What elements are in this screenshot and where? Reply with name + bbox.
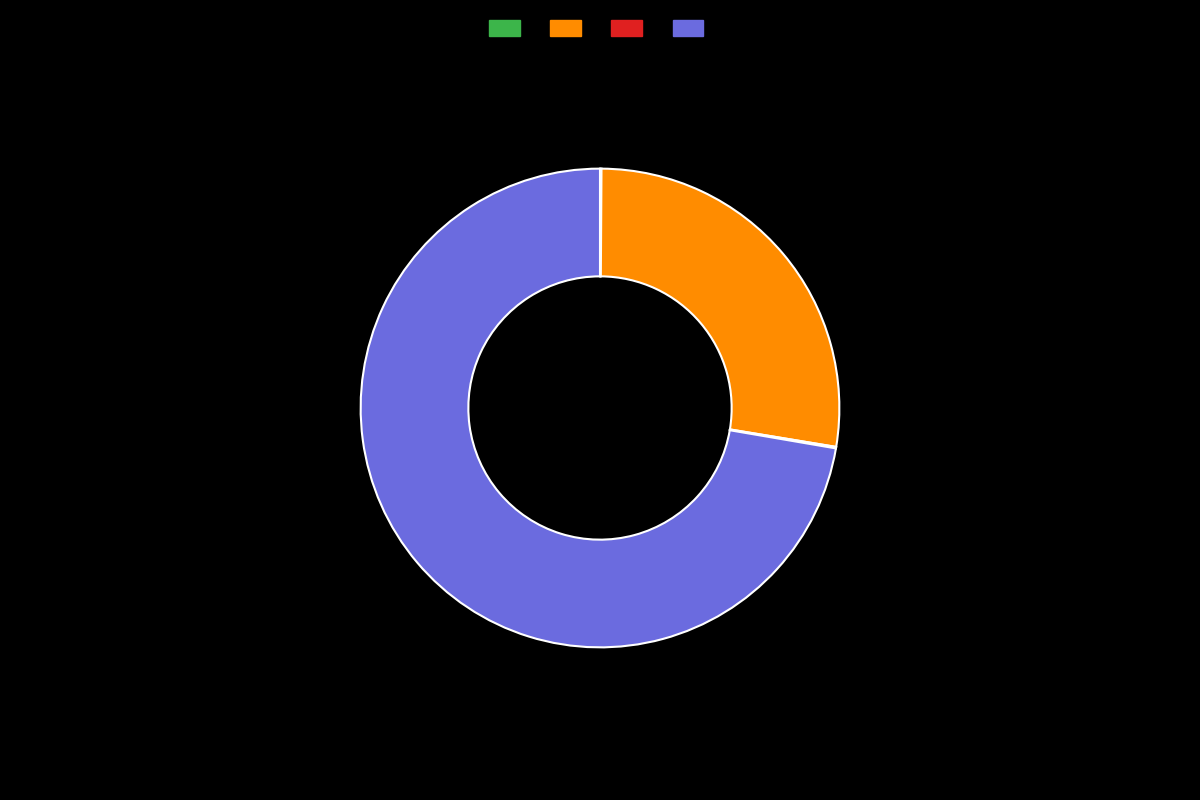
Wedge shape — [361, 169, 836, 647]
Wedge shape — [601, 169, 839, 447]
Wedge shape — [600, 169, 601, 276]
Wedge shape — [730, 430, 836, 449]
Legend: , , , : , , , — [484, 14, 716, 42]
